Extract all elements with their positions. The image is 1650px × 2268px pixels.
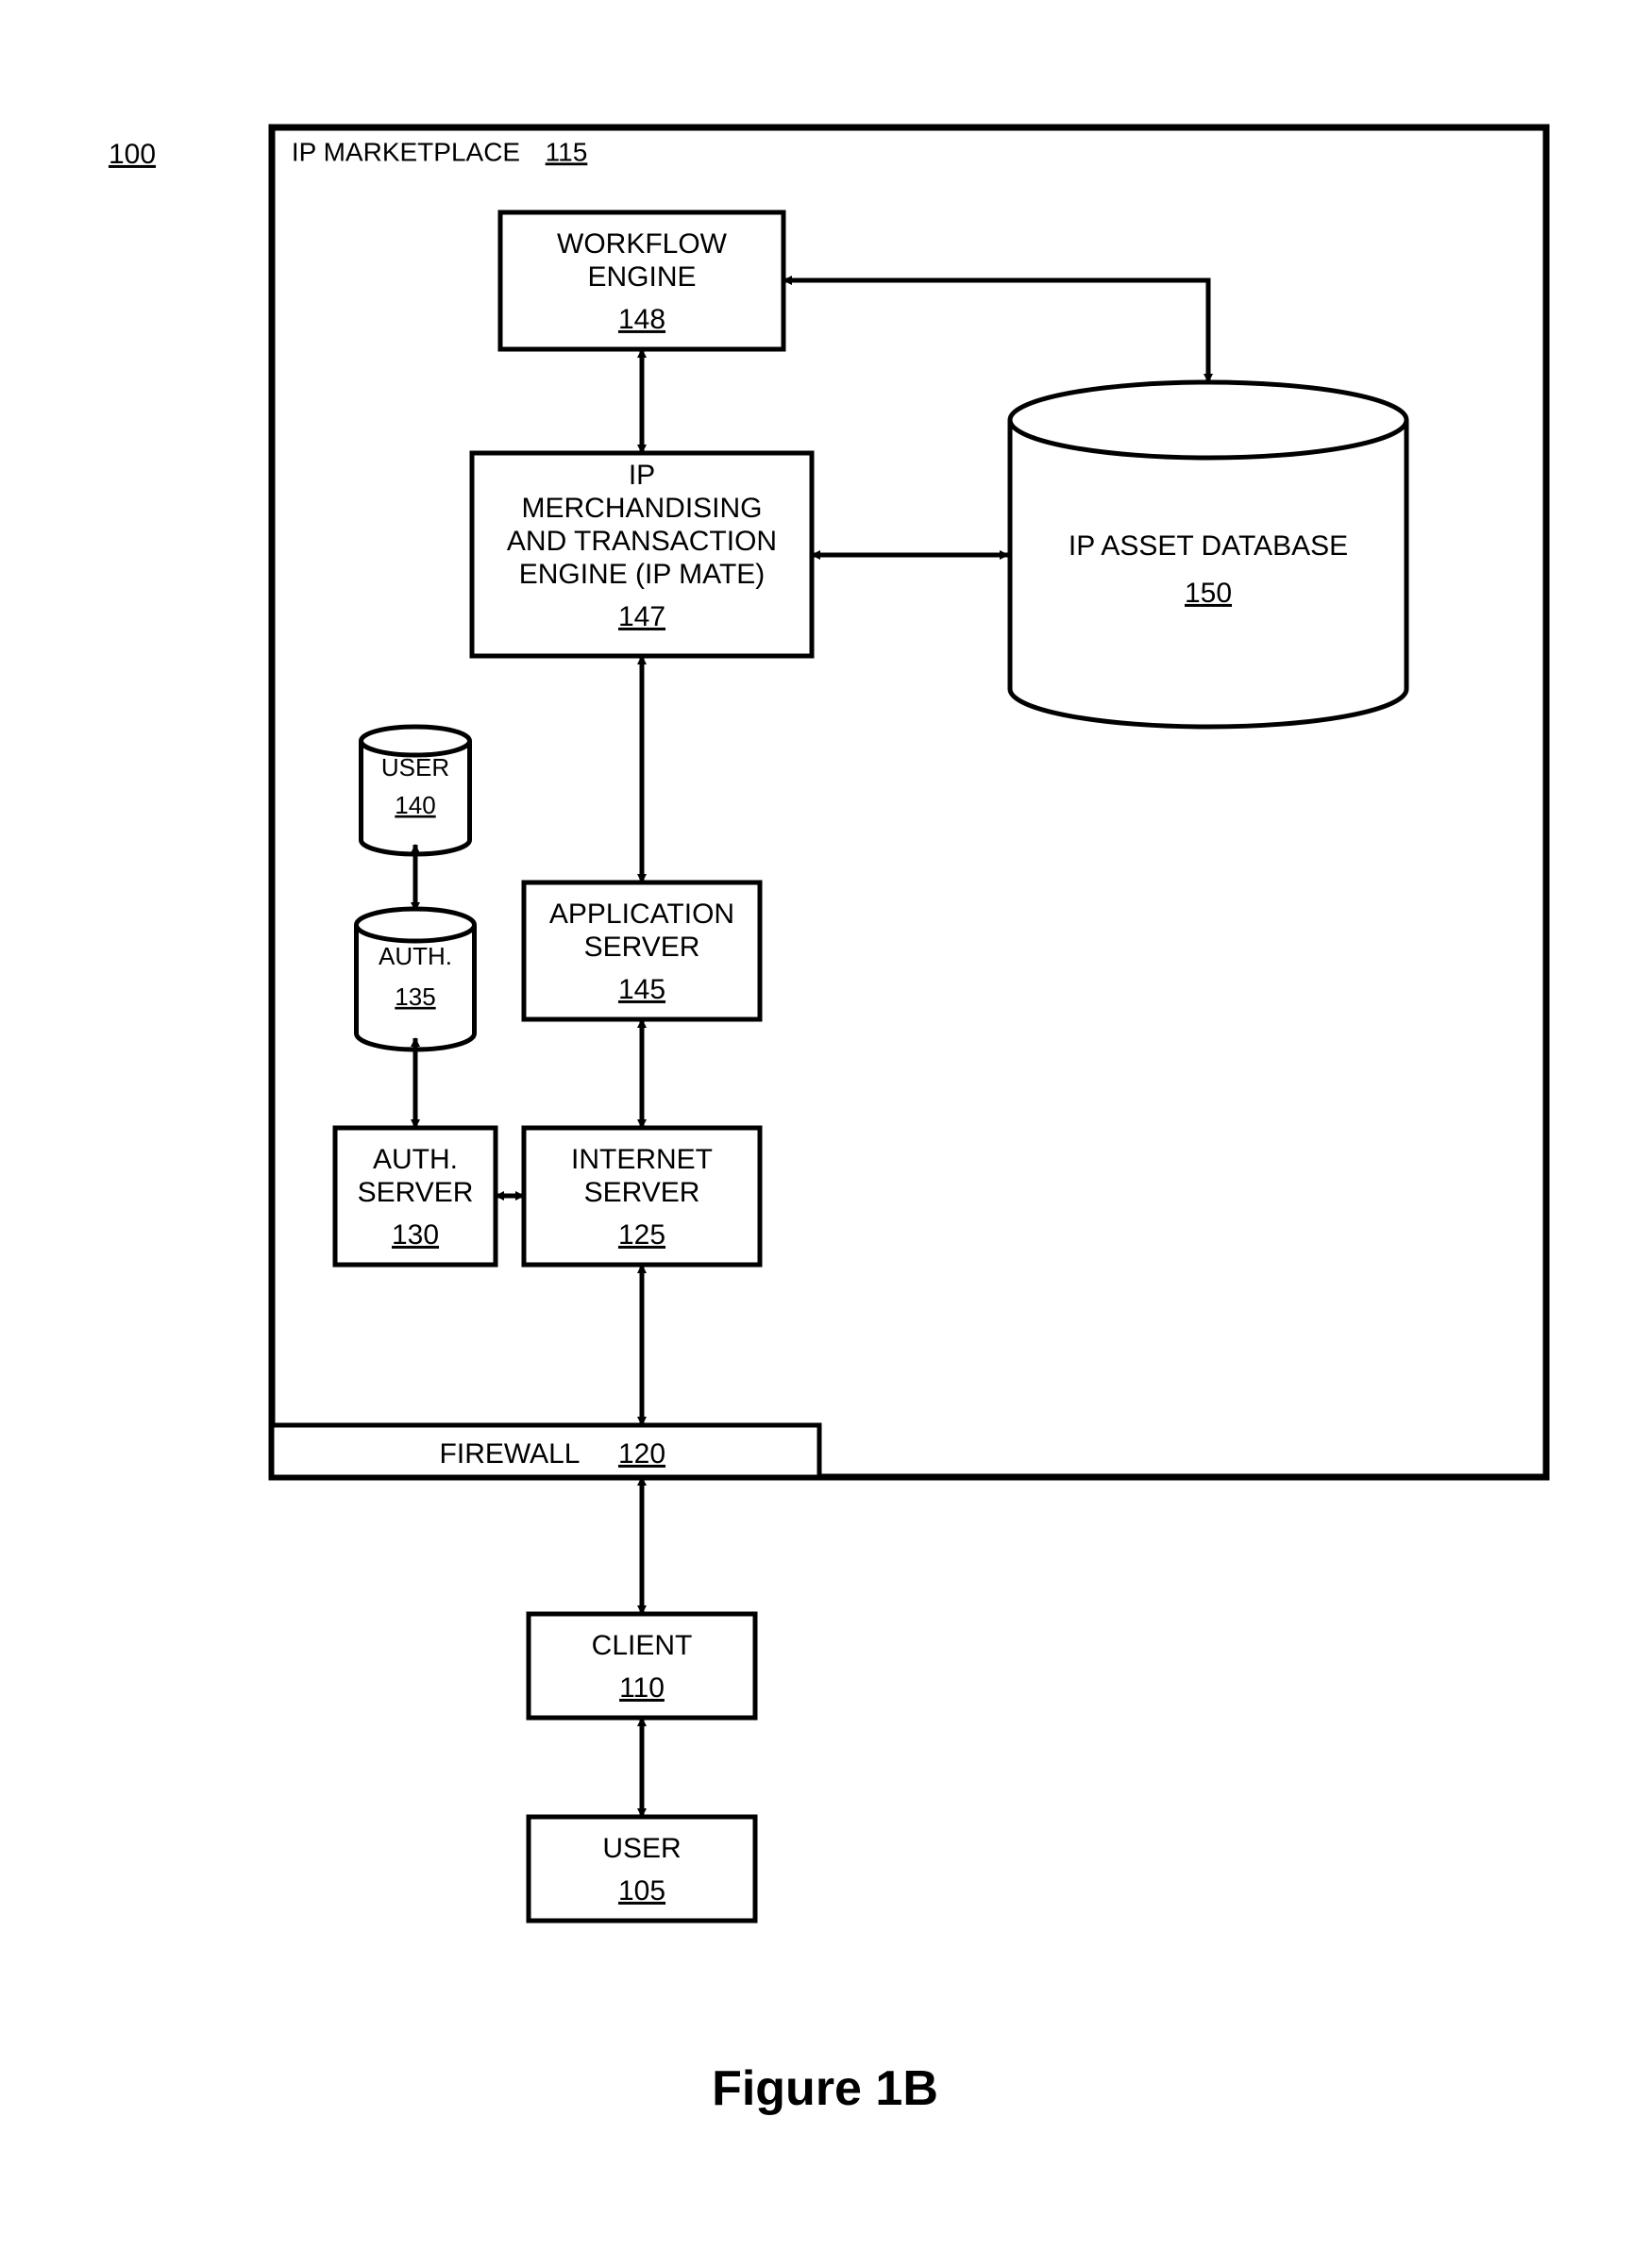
svg-text:IP MARKETPLACE: IP MARKETPLACE	[292, 137, 520, 166]
outer-ref: 100	[109, 139, 156, 170]
svg-text:135: 135	[395, 983, 435, 1011]
box-internetserver: INTERNETSERVER 125	[524, 1128, 760, 1265]
svg-text:115: 115	[546, 137, 588, 166]
svg-text:IP: IP	[629, 460, 655, 491]
svg-text:USER: USER	[381, 753, 449, 781]
svg-text:CLIENT: CLIENT	[592, 1630, 693, 1661]
svg-text:SERVER: SERVER	[584, 1177, 700, 1208]
svg-text:INTERNET: INTERNET	[571, 1144, 713, 1175]
svg-text:130: 130	[392, 1219, 439, 1251]
svg-text:FIREWALL: FIREWALL	[440, 1438, 581, 1470]
svg-text:SERVER: SERVER	[584, 932, 700, 963]
svg-text:MERCHANDISING: MERCHANDISING	[521, 493, 762, 524]
box-ipmate: IPMERCHANDISINGAND TRANSACTIONENGINE (IP…	[472, 453, 812, 656]
box-authserver: AUTH.SERVER 130	[335, 1128, 496, 1265]
svg-text:120: 120	[618, 1438, 665, 1470]
svg-text:APPLICATION: APPLICATION	[549, 899, 734, 930]
cylinder-ipasset: IP ASSET DATABASE 150	[1010, 382, 1406, 727]
cylinder-authdb: AUTH. 135	[357, 909, 475, 1050]
svg-text:IP ASSET DATABASE: IP ASSET DATABASE	[1069, 530, 1348, 562]
svg-text:AUTH.: AUTH.	[379, 942, 452, 970]
svg-text:105: 105	[618, 1875, 665, 1907]
svg-text:150: 150	[1185, 578, 1232, 609]
figure-title: Figure 1B	[712, 2061, 938, 2116]
svg-text:145: 145	[618, 974, 665, 1005]
svg-text:148: 148	[618, 304, 665, 335]
svg-text:AND TRANSACTION: AND TRANSACTION	[507, 526, 777, 557]
svg-text:ENGINE: ENGINE	[587, 261, 696, 293]
box-workflow: WORKFLOWENGINE 148	[500, 212, 783, 349]
svg-text:USER: USER	[602, 1833, 681, 1864]
box-firewall: FIREWALL 120	[272, 1425, 819, 1477]
svg-text:140: 140	[395, 791, 435, 819]
box-appserver: APPLICATIONSERVER 145	[524, 882, 760, 1019]
svg-text:110: 110	[619, 1672, 665, 1704]
box-user: USER 105	[529, 1817, 755, 1921]
svg-text:147: 147	[618, 601, 665, 632]
cylinder-userdb: USER 140	[362, 727, 470, 854]
svg-text:SERVER: SERVER	[358, 1177, 474, 1208]
svg-text:ENGINE (IP MATE): ENGINE (IP MATE)	[519, 559, 766, 590]
svg-text:125: 125	[618, 1219, 665, 1251]
svg-text:WORKFLOW: WORKFLOW	[557, 228, 728, 260]
svg-text:AUTH.: AUTH.	[373, 1144, 458, 1175]
box-client: CLIENT 110	[529, 1614, 755, 1718]
